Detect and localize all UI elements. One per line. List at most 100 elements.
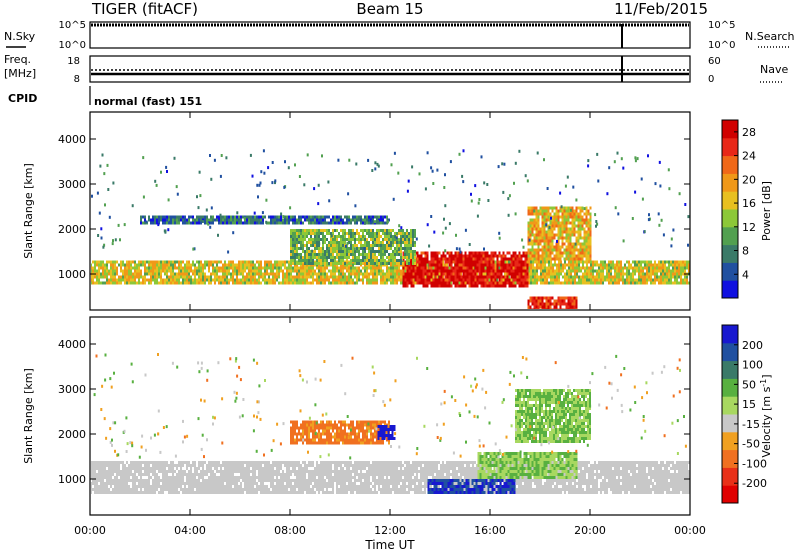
power-echo-cell [444,269,447,273]
power-echo-cell [531,251,534,255]
power-echo-cell [589,245,592,249]
power-sparse-echo [574,242,577,246]
power-echo-cell [533,221,536,225]
power-echo-cell [350,250,352,253]
power-echo-cell [152,278,154,282]
power-echo-cell [248,281,250,285]
power-echo-cell [545,215,548,219]
power-echo-cell [516,275,519,279]
power-echo-cell [585,212,588,216]
power-echo-cell [182,266,184,270]
power-echo-cell [346,259,348,262]
power-echo-cell [248,260,250,264]
power-echo-cell [535,236,538,240]
power-echo-cell [316,215,318,219]
power-echo-cell [565,215,568,219]
power-echo-cell [686,275,688,279]
power-sparse-echo [507,197,510,201]
power-echo-cell [589,242,592,246]
power-echo-cell [184,278,186,282]
power-echo-cell [642,269,644,273]
power-echo-cell [314,262,316,265]
power-echo-cell [470,272,473,276]
power-echo-cell [512,281,515,285]
power-echo-cell [278,218,280,222]
power-echo-cell [577,212,580,216]
power-echo-cell [202,266,204,270]
power-echo-cell [272,263,274,267]
power-echo-cell [634,266,636,270]
power-echo-cell [388,218,390,222]
power-echo-cell [468,278,471,282]
power-echo-cell [174,215,176,219]
power-echo-cell [424,263,427,267]
power-echo-cell [589,257,592,261]
power-echo-cell [152,266,154,270]
power-echo-cell [555,251,558,255]
power-echo-cell [210,221,212,225]
power-echo-cell [480,254,483,258]
power-echo-cell [678,272,680,276]
power-echo-cell [178,272,180,276]
power-echo-cell [176,275,178,279]
power-echo-cell [410,235,412,238]
power-echo-cell [547,215,550,219]
velocity-echo-cell [94,479,96,482]
power-echo-cell [636,281,638,285]
power-echo-cell [486,266,489,270]
power-echo-cell [166,275,168,279]
power-echo-cell [460,254,463,258]
power-sparse-echo [97,234,100,237]
power-sparse-echo [173,156,176,160]
power-echo-cell [580,260,582,264]
power-echo-cell [576,263,578,267]
power-echo-cell [536,275,538,279]
power-echo-cell [585,233,588,237]
power-echo-cell [460,263,463,267]
power-echo-cell [660,269,662,273]
power-echo-cell [414,235,416,238]
power-echo-cell [402,281,405,285]
power-echo-cell [202,272,204,276]
power-echo-cell [688,260,690,264]
power-echo-cell [490,266,493,270]
power-echo-cell [184,281,186,285]
power-echo-cell [537,257,540,261]
power-echo-cell [312,281,314,285]
power-echo-cell [260,260,262,264]
power-echo-cell [438,284,441,288]
power-echo-cell [686,278,688,282]
power-echo-cell [332,278,334,282]
power-echo-cell [320,256,322,259]
power-echo-cell [110,281,112,285]
power-echo-cell [324,278,326,282]
power-echo-cell [642,278,644,282]
power-sparse-echo [459,250,462,254]
power-echo-cell [571,308,574,309]
power-echo-cell [522,281,525,285]
power-echo-cell [575,236,578,240]
power-echo-cell [541,230,544,234]
power-echo-cell [300,275,302,279]
power-echo-cell [308,232,310,235]
power-echo-cell [569,206,572,210]
power-echo-cell [308,250,310,253]
power-echo-cell [684,281,686,285]
power-echo-cell [342,275,344,279]
power-echo-cell [608,281,610,285]
power-sparse-echo [142,156,145,160]
power-echo-cell [440,260,443,264]
power-echo-cell [554,275,556,279]
power-echo-cell [430,257,433,261]
power-echo-cell [618,281,620,285]
velocity-echo-cell [114,470,116,473]
power-echo-cell [526,275,529,279]
power-echo-cell [539,257,542,261]
power-sparse-echo [347,192,350,196]
power-echo-cell [537,296,540,300]
power-sparse-echo [487,199,490,202]
power-echo-cell [360,235,362,238]
power-echo-cell [308,238,310,241]
power-echo-cell [156,218,158,222]
power-echo-cell [284,218,286,222]
